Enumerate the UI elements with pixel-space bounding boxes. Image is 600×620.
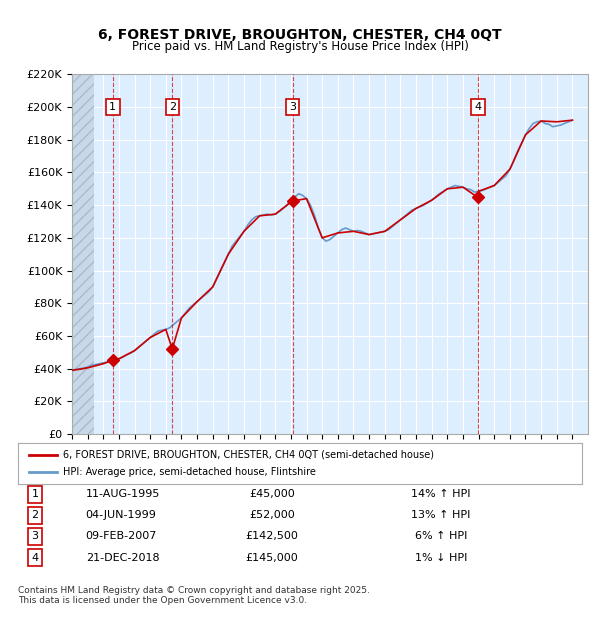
Text: 6, FOREST DRIVE, BROUGHTON, CHESTER, CH4 0QT: 6, FOREST DRIVE, BROUGHTON, CHESTER, CH4… <box>98 28 502 42</box>
Text: £52,000: £52,000 <box>249 510 295 520</box>
Text: 14% ↑ HPI: 14% ↑ HPI <box>411 489 471 499</box>
Text: 11-AUG-1995: 11-AUG-1995 <box>86 489 160 499</box>
Bar <box>72 74 94 434</box>
Text: 09-FEB-2007: 09-FEB-2007 <box>86 531 157 541</box>
Text: 1% ↓ HPI: 1% ↓ HPI <box>415 552 467 562</box>
Text: 2: 2 <box>31 510 38 520</box>
Text: 4: 4 <box>475 102 482 112</box>
Text: 4: 4 <box>31 552 38 562</box>
Text: 04-JUN-1999: 04-JUN-1999 <box>86 510 157 520</box>
Text: 3: 3 <box>31 531 38 541</box>
Text: £45,000: £45,000 <box>249 489 295 499</box>
Text: 1: 1 <box>109 102 116 112</box>
Text: 2: 2 <box>169 102 176 112</box>
Text: 3: 3 <box>289 102 296 112</box>
Text: £142,500: £142,500 <box>245 531 298 541</box>
Text: 13% ↑ HPI: 13% ↑ HPI <box>412 510 470 520</box>
Text: £145,000: £145,000 <box>245 552 298 562</box>
Text: 21-DEC-2018: 21-DEC-2018 <box>86 552 160 562</box>
Text: 1: 1 <box>31 489 38 499</box>
Text: Price paid vs. HM Land Registry's House Price Index (HPI): Price paid vs. HM Land Registry's House … <box>131 40 469 53</box>
Text: 6, FOREST DRIVE, BROUGHTON, CHESTER, CH4 0QT (semi-detached house): 6, FOREST DRIVE, BROUGHTON, CHESTER, CH4… <box>63 450 434 459</box>
Text: 6% ↑ HPI: 6% ↑ HPI <box>415 531 467 541</box>
Text: HPI: Average price, semi-detached house, Flintshire: HPI: Average price, semi-detached house,… <box>63 467 316 477</box>
Text: Contains HM Land Registry data © Crown copyright and database right 2025.
This d: Contains HM Land Registry data © Crown c… <box>18 586 370 605</box>
